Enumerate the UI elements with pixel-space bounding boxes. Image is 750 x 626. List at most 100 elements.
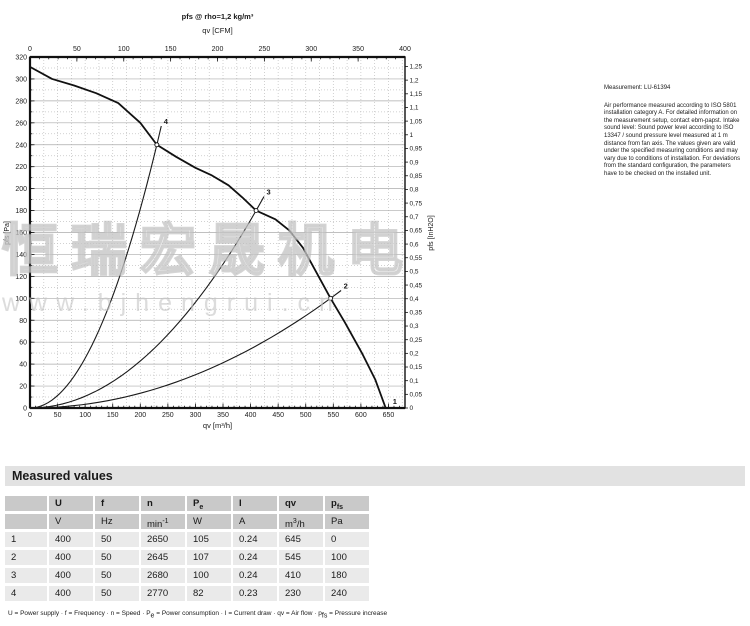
svg-text:qv [m³/h]: qv [m³/h] [203,421,232,430]
table-cell: 50 [95,586,139,601]
table-header-cell: f [95,496,139,511]
svg-text:150: 150 [107,412,119,419]
svg-text:300: 300 [15,76,27,83]
svg-text:0: 0 [28,46,32,53]
table-cell: 105 [187,532,231,547]
svg-text:650: 650 [383,412,395,419]
svg-text:40: 40 [19,362,27,369]
svg-text:1: 1 [393,397,397,406]
svg-text:1,2: 1,2 [410,77,419,84]
svg-text:0,35: 0,35 [410,310,423,317]
table-cell: 545 [279,550,323,565]
svg-text:0,95: 0,95 [410,146,423,153]
table-row-number: 1 [5,532,47,547]
table-unit-cell: A [233,514,277,529]
table-cell: 107 [187,550,231,565]
svg-text:100: 100 [118,46,130,53]
table-cell: 100 [325,550,369,565]
table-cell: 240 [325,586,369,601]
table-cell: 400 [49,568,93,583]
performance-chart-svg: 0 50 100 150 200 250 300 350 400 450 500 550 600 6500… [4,12,435,430]
table-legend: U = Power supply · f = Frequency · n = S… [8,610,388,620]
svg-text:0,25: 0,25 [410,337,423,344]
svg-text:0,9: 0,9 [410,159,419,166]
svg-text:1,1: 1,1 [410,105,419,112]
svg-text:pfs [InH2O]: pfs [InH2O] [428,215,435,250]
svg-text:0,2: 0,2 [410,351,419,358]
svg-text:0,55: 0,55 [410,255,423,262]
table-cell: 2680 [141,568,185,583]
svg-text:0: 0 [23,406,27,413]
svg-text:350: 350 [352,46,364,53]
svg-text:400: 400 [245,412,257,419]
svg-text:0: 0 [410,405,414,412]
table-row-number: 4 [5,586,47,601]
svg-text:550: 550 [327,412,339,419]
table-cell: 0.24 [233,532,277,547]
svg-text:320: 320 [15,55,27,62]
svg-text:140: 140 [15,252,27,259]
table-cell: 82 [187,586,231,601]
svg-text:0,5: 0,5 [410,269,419,276]
table-header-cell: n [141,496,185,511]
svg-text:0,05: 0,05 [410,392,423,399]
table-cell: 400 [49,586,93,601]
svg-text:300: 300 [305,46,317,53]
table-unit-cell: m3/h [279,514,323,529]
svg-text:260: 260 [15,120,27,127]
svg-text:0,1: 0,1 [410,378,419,385]
table-row-number: 3 [5,568,47,583]
measurement-id: Measurement: LU-61394 [604,85,671,91]
table-unit-cell: Pa [325,514,369,529]
svg-text:1: 1 [410,132,414,139]
svg-text:4: 4 [164,117,169,126]
svg-text:1,05: 1,05 [410,118,423,125]
svg-text:220: 220 [15,164,27,171]
svg-text:50: 50 [54,412,62,419]
svg-text:0,6: 0,6 [410,241,419,248]
svg-text:qv [CFM]: qv [CFM] [202,26,232,35]
measurement-notes: Measurement: LU-61394 Air performance me… [604,85,745,179]
table-unit-cell [5,514,47,529]
svg-text:2: 2 [344,282,348,291]
table-cell: 400 [49,532,93,547]
table-cell: 400 [49,550,93,565]
svg-text:200: 200 [212,46,224,53]
svg-text:3: 3 [267,188,271,197]
svg-text:0,45: 0,45 [410,282,423,289]
svg-text:450: 450 [272,412,284,419]
svg-text:120: 120 [15,274,27,281]
table-cell: 230 [279,586,323,601]
svg-text:0,8: 0,8 [410,187,419,194]
table-header-cell: pfs [325,496,369,511]
table-row-number: 2 [5,550,47,565]
svg-text:500: 500 [300,412,312,419]
svg-text:0,3: 0,3 [410,323,419,330]
table-cell: 410 [279,568,323,583]
table-cell: 0.23 [233,586,277,601]
svg-text:60: 60 [19,340,27,347]
table-cell: 50 [95,532,139,547]
svg-text:0,75: 0,75 [410,200,423,207]
table-cell: 50 [95,568,139,583]
svg-text:150: 150 [165,46,177,53]
svg-text:20: 20 [19,384,27,391]
svg-text:160: 160 [15,230,27,237]
svg-text:0,65: 0,65 [410,228,423,235]
svg-text:0,15: 0,15 [410,364,423,371]
table-cell: 0.24 [233,550,277,565]
svg-text:600: 600 [355,412,367,419]
svg-text:180: 180 [15,208,27,215]
svg-text:0,4: 0,4 [410,296,419,303]
table-cell: 645 [279,532,323,547]
svg-text:50: 50 [73,46,81,53]
table-header-cell [5,496,47,511]
svg-text:pfs [Pa]: pfs [Pa] [4,221,11,245]
table-cell: 0.24 [233,568,277,583]
table-cell: 2650 [141,532,185,547]
svg-text:0,7: 0,7 [410,214,419,221]
svg-text:0: 0 [28,412,32,419]
table-unit-cell: V [49,514,93,529]
